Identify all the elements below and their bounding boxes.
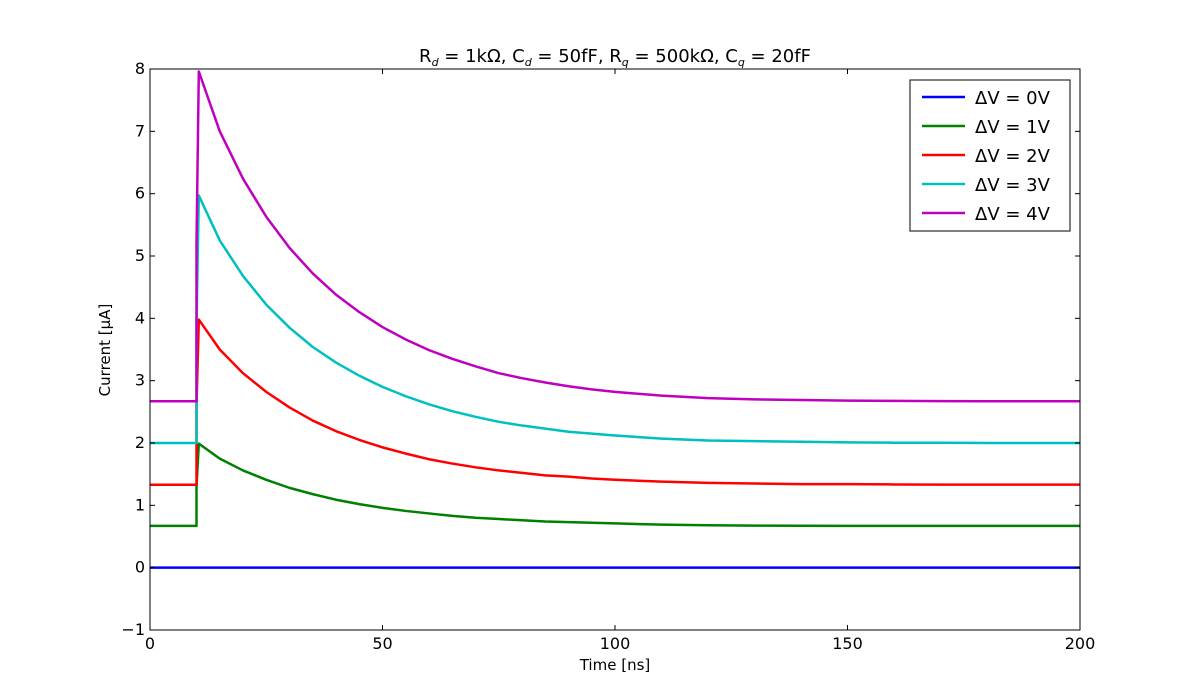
y-tick-label: 1 — [135, 495, 145, 514]
y-tick-label: 6 — [135, 184, 145, 203]
series-line-3 — [150, 194, 1080, 445]
y-tick-label: 0 — [135, 558, 145, 577]
legend-label: ΔV = 3V — [975, 175, 1051, 196]
x-axis-title: Time [ns] — [579, 656, 651, 674]
y-tick-label: 2 — [135, 433, 145, 452]
y-tick-label: 5 — [135, 246, 145, 265]
legend-label: ΔV = 4V — [975, 204, 1051, 225]
series-line-1 — [150, 442, 1080, 528]
legend-box — [909, 79, 1071, 232]
x-tick-label: 0 — [145, 634, 155, 653]
y-axis-title: Current [μA] — [96, 304, 114, 397]
legend-label: ΔV = 2V — [975, 146, 1051, 167]
x-tick-label: 200 — [1065, 634, 1096, 653]
y-tick-label: −1 — [121, 620, 145, 639]
x-tick-label: 100 — [600, 634, 631, 653]
series-line-2 — [150, 318, 1080, 487]
y-tick-label: 4 — [135, 308, 145, 327]
x-tick-label: 50 — [372, 634, 392, 653]
series-line-4 — [150, 70, 1080, 403]
y-tick-label: 7 — [135, 121, 145, 140]
y-tick-label: 3 — [135, 371, 145, 390]
chart-title: Rd = 1kΩ, Cd = 50fF, Rq = 500kΩ, Cq = 20… — [419, 46, 811, 69]
x-tick-label: 150 — [832, 634, 863, 653]
legend-label: ΔV = 1V — [975, 117, 1051, 138]
legend: ΔV = 0V ΔV = 1V ΔV = 2V ΔV = 3V ΔV = 4V — [909, 79, 1071, 232]
legend-label: ΔV = 0V — [975, 88, 1051, 109]
y-tick-label: 8 — [135, 59, 145, 78]
